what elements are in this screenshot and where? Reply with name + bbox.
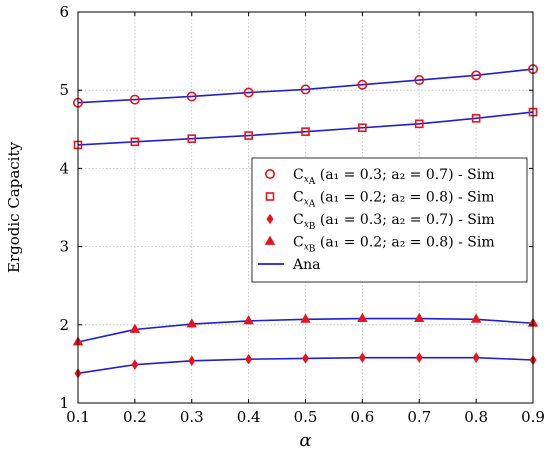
legend-square-marker — [265, 192, 275, 201]
legend-label: CxB (a₁ = 0.2; a₂ = 0.8) - Sim — [293, 235, 495, 255]
y-tick-label: 2 — [59, 316, 69, 334]
x-tick-label: 0.4 — [237, 408, 261, 426]
diamond-marker — [245, 353, 253, 365]
circle-marker — [414, 75, 425, 86]
triangle-marker — [414, 312, 425, 322]
x-tick-label: 0.2 — [123, 408, 147, 426]
triangle-marker — [300, 313, 311, 323]
legend-box — [251, 157, 528, 283]
x-tick-label: 0.8 — [464, 408, 488, 426]
y-tick-label: 1 — [59, 394, 69, 412]
legend: CxA (a₁ = 0.3; a₂ = 0.7) - Sim CxA (a₁ = … — [251, 157, 528, 283]
circle-marker — [129, 94, 140, 105]
legend-diamond-marker — [266, 213, 274, 225]
legend-label: CxA (a₁ = 0.2; a₂ = 0.8) - Sim — [293, 190, 495, 210]
diamond-marker — [472, 352, 480, 363]
x-tick-label: 0.9 — [521, 408, 545, 426]
square-marker — [130, 137, 140, 147]
circle-marker — [243, 87, 254, 98]
y-tick-label: 5 — [59, 81, 69, 99]
square-marker — [187, 134, 197, 143]
diamond-marker — [131, 359, 139, 370]
x-tick-label: 0.1 — [66, 408, 90, 426]
diamond-marker — [302, 353, 309, 364]
legend-label: CxB (a₁ = 0.3; a₂ = 0.7) - Sim — [293, 212, 495, 232]
x-axis-label: α — [299, 430, 311, 451]
square-marker — [471, 114, 481, 123]
triangle-marker — [357, 312, 368, 322]
y-tick-label: 4 — [59, 159, 69, 177]
x-tick-label: 0.6 — [350, 408, 374, 426]
legend-ana-label: Ana — [292, 257, 320, 273]
triangle-marker — [243, 315, 254, 325]
y-tick-label: 3 — [59, 238, 69, 256]
diamond-marker — [188, 355, 196, 366]
triangle-marker — [129, 323, 141, 333]
y-axis-label: Ergodic Capacity — [5, 141, 23, 273]
square-marker — [244, 131, 253, 140]
x-tick-label: 0.5 — [294, 408, 318, 426]
circle-marker — [300, 84, 311, 95]
ana-line-series-1 — [77, 68, 534, 104]
diamond-marker — [358, 352, 366, 363]
circle-marker — [471, 70, 482, 81]
legend-triangle-marker — [264, 235, 276, 245]
triangle-marker — [470, 313, 482, 323]
diamond-marker — [415, 352, 423, 363]
triangle-marker — [186, 318, 197, 328]
legend-label: CxA (a₁ = 0.3; a₂ = 0.7) - Sim — [293, 167, 495, 187]
circle-marker — [186, 91, 197, 102]
x-tick-label: 0.7 — [407, 408, 431, 426]
square-marker — [414, 119, 424, 129]
y-tick-label: 6 — [59, 3, 69, 21]
legend-circle-marker — [264, 169, 275, 180]
x-tick-label: 0.3 — [180, 408, 204, 426]
ana-line-series-2 — [77, 111, 534, 146]
axis-ticks: 0.1 0.2 0.3 0.4 0.5 0.6 0.7 0.8 0.9 1 2 3 4 5 6 — [59, 3, 544, 426]
square-marker — [358, 123, 367, 133]
circle-marker — [357, 79, 368, 90]
square-marker — [301, 127, 310, 136]
